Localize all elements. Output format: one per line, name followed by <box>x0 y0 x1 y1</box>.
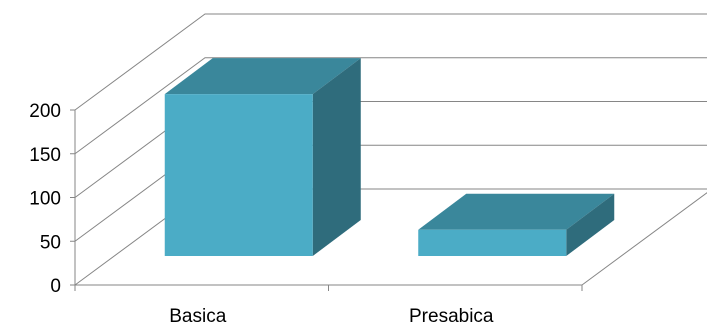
y-tick-label: 0 <box>50 276 61 297</box>
y-tick-label: 100 <box>29 189 61 210</box>
y-tick-label: 50 <box>40 232 61 253</box>
bars <box>164 58 615 256</box>
bar-front <box>164 94 313 256</box>
x-category-labels: Basica Presabica <box>169 306 494 327</box>
x-category-label: Basica <box>169 306 226 327</box>
bar-side <box>312 58 361 256</box>
y-tick-label: 200 <box>29 101 61 122</box>
bar <box>418 193 615 256</box>
y-tick-labels: 0 50 100 150 200 <box>29 101 61 297</box>
gridline <box>74 13 707 111</box>
y-tick-label: 150 <box>29 145 61 166</box>
bar-side <box>566 193 615 256</box>
bar-front <box>418 229 567 256</box>
bar <box>164 58 361 256</box>
bar-top <box>164 58 361 95</box>
bar-top <box>418 193 615 230</box>
axes <box>70 109 583 291</box>
floor-edge <box>581 192 707 286</box>
x-category-label: Presabica <box>409 306 494 327</box>
gridline <box>74 57 707 155</box>
